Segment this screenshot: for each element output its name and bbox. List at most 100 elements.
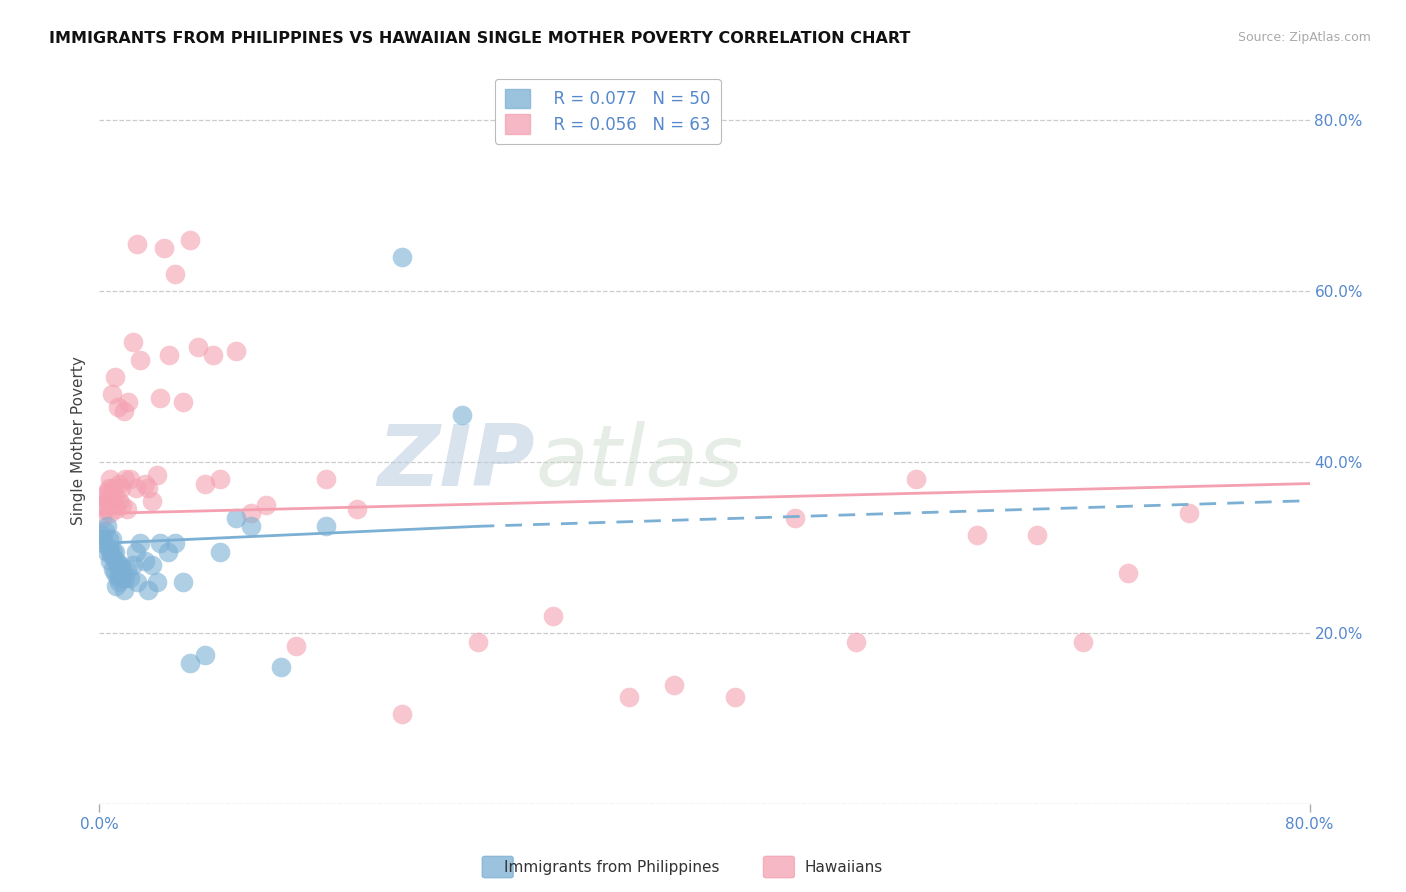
Point — [111, 498, 134, 512]
Point — [107, 558, 129, 572]
Point — [785, 510, 807, 524]
Point — [179, 233, 201, 247]
Point — [153, 242, 176, 256]
Text: Source: ZipAtlas.com: Source: ZipAtlas.com — [1237, 31, 1371, 45]
Point — [136, 583, 159, 598]
Point — [98, 472, 121, 486]
Point — [149, 536, 172, 550]
Text: atlas: atlas — [536, 421, 742, 504]
Point — [146, 574, 169, 589]
Point — [108, 574, 131, 589]
Point — [664, 677, 686, 691]
Point — [115, 502, 138, 516]
Point — [107, 400, 129, 414]
Point — [391, 250, 413, 264]
Point — [1071, 634, 1094, 648]
Point — [724, 690, 747, 705]
Text: IMMIGRANTS FROM PHILIPPINES VS HAWAIIAN SINGLE MOTHER POVERTY CORRELATION CHART: IMMIGRANTS FROM PHILIPPINES VS HAWAIIAN … — [49, 31, 911, 46]
Point — [98, 507, 121, 521]
Point — [165, 267, 187, 281]
Point — [270, 660, 292, 674]
Point — [90, 498, 112, 512]
Point — [172, 574, 194, 589]
Point — [101, 545, 124, 559]
Point — [108, 493, 131, 508]
Point — [149, 391, 172, 405]
Point — [121, 335, 143, 350]
Point — [845, 634, 868, 648]
Point — [101, 562, 124, 576]
Point — [1177, 507, 1199, 521]
Point — [103, 545, 125, 559]
Point — [156, 545, 179, 559]
Point — [209, 472, 232, 486]
Point — [96, 519, 118, 533]
Point — [111, 571, 134, 585]
Point — [91, 532, 114, 546]
Text: Immigrants from Philippines: Immigrants from Philippines — [503, 860, 720, 874]
Point — [541, 609, 564, 624]
Point — [194, 476, 217, 491]
Point — [98, 545, 121, 559]
Point — [103, 369, 125, 384]
Point — [112, 583, 135, 598]
Point — [91, 510, 114, 524]
Point — [117, 395, 139, 409]
Point — [194, 648, 217, 662]
Point — [112, 404, 135, 418]
Point — [129, 536, 152, 550]
Point — [127, 237, 149, 252]
Point — [467, 634, 489, 648]
Point — [121, 558, 143, 572]
Point — [103, 566, 125, 581]
Point — [97, 481, 120, 495]
Point — [97, 532, 120, 546]
Point — [209, 545, 232, 559]
Text: ZIP: ZIP — [377, 421, 536, 504]
Point — [129, 352, 152, 367]
Point — [118, 571, 141, 585]
Point — [125, 481, 148, 495]
Point — [617, 690, 640, 705]
Point — [103, 490, 125, 504]
Point — [165, 536, 187, 550]
Point — [1026, 528, 1049, 542]
Point — [125, 545, 148, 559]
Point — [239, 519, 262, 533]
Point — [451, 408, 474, 422]
Point — [115, 562, 138, 576]
Point — [134, 553, 156, 567]
Point — [107, 571, 129, 585]
Point — [127, 574, 149, 589]
Point — [315, 519, 337, 533]
Point — [110, 558, 132, 572]
Point — [101, 481, 124, 495]
Point — [346, 502, 368, 516]
Point — [134, 476, 156, 491]
Point — [141, 558, 163, 572]
Point — [391, 707, 413, 722]
Point — [96, 493, 118, 508]
Point — [179, 656, 201, 670]
Point — [108, 566, 131, 581]
Point — [118, 472, 141, 486]
Y-axis label: Single Mother Poverty: Single Mother Poverty — [72, 357, 86, 525]
Point — [114, 472, 136, 486]
Point — [157, 348, 180, 362]
Point — [966, 528, 988, 542]
Point — [105, 502, 128, 516]
Point — [1116, 566, 1139, 581]
Point — [172, 395, 194, 409]
Point — [111, 562, 134, 576]
Point — [108, 476, 131, 491]
Point — [114, 571, 136, 585]
Point — [285, 639, 308, 653]
Point — [100, 493, 122, 508]
Point — [141, 493, 163, 508]
Point — [187, 340, 209, 354]
Point — [96, 485, 118, 500]
Point — [201, 348, 224, 362]
Point — [105, 579, 128, 593]
Point — [136, 481, 159, 495]
Point — [315, 472, 337, 486]
